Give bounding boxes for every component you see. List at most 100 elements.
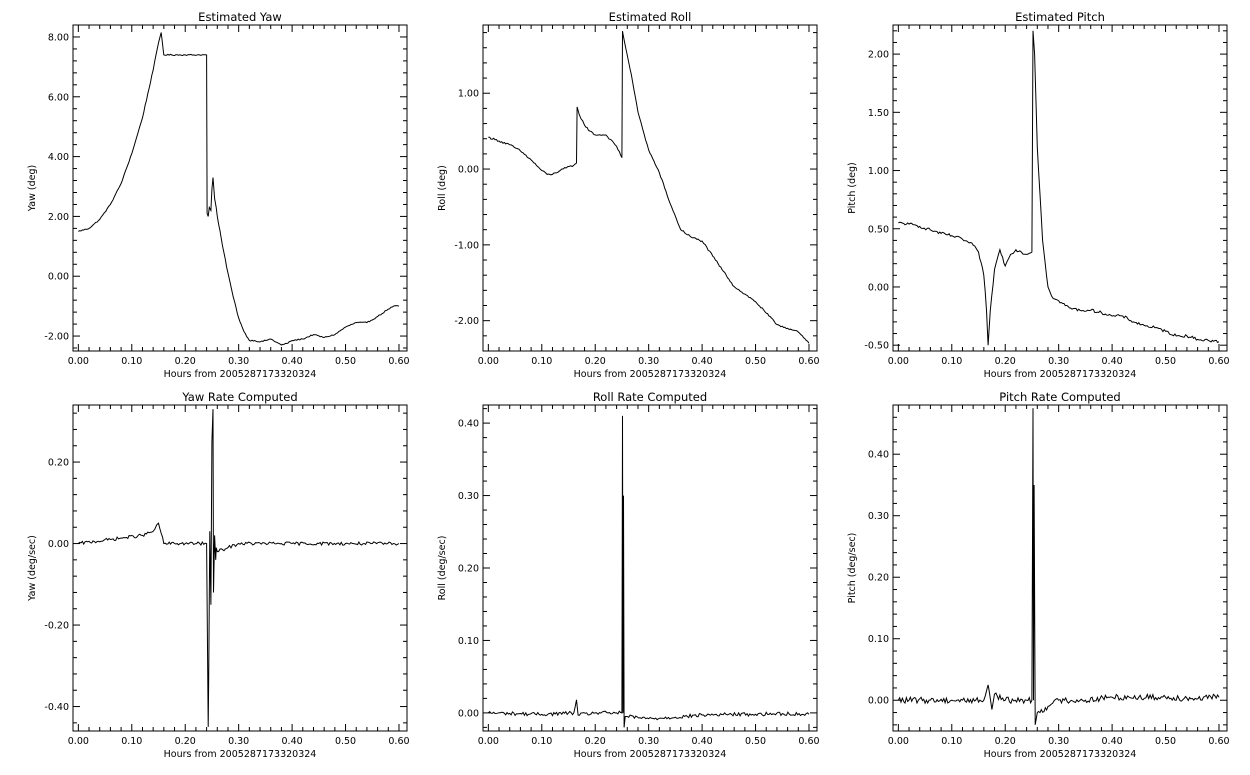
y-tick-label: 1.00 [868,166,889,177]
x-tick-label: 0.10 [531,736,552,747]
y-tick-label: 4.00 [48,152,69,163]
y-tick-label: 0.10 [868,634,889,645]
y-tick-label: 6.00 [48,92,69,103]
x-axis-label: Hours from 2005287173320324 [164,749,317,760]
x-tick-label: 0.60 [388,736,409,747]
y-tick-label: 0.30 [458,491,479,502]
y-axis-label: Yaw (deg) [27,165,38,212]
x-tick-label: 0.20 [585,736,606,747]
x-axis-label: Hours from 2005287173320324 [984,749,1137,760]
plot-frame [892,24,1228,352]
x-tick-label: 0.30 [638,736,659,747]
chart-title: Estimated Yaw [198,10,282,24]
x-tick-label: 0.50 [1155,736,1176,747]
x-tick-label: 0.60 [798,356,819,367]
y-tick-label: -1.00 [454,240,479,251]
x-tick-label: 0.60 [388,356,409,367]
series-line [77,409,400,727]
y-tick-label: 0.00 [868,282,889,293]
y-tick-label: 0.30 [868,511,889,522]
chart-3: Estimated Pitch Hours from 20052871733203… [847,10,1230,380]
x-tick-label: 0.20 [175,356,196,367]
x-axis-label: Hours from 2005287173320324 [164,369,317,380]
x-tick-label: 0.00 [68,736,89,747]
y-tick-label: 0.00 [458,708,479,719]
plot-frame [72,24,408,352]
x-tick-label: 0.30 [1048,736,1069,747]
y-tick-label: 2.00 [48,212,69,223]
series-line [78,32,400,346]
plot-frame [72,404,408,732]
y-tick-label: -2.00 [454,316,479,327]
x-tick-label: 0.30 [638,356,659,367]
plot-frame [482,404,818,732]
y-tick-label: -2.00 [44,332,69,343]
x-tick-label: 0.50 [1155,356,1176,367]
x-tick-label: 0.20 [995,356,1016,367]
x-tick-label: 0.20 [995,736,1016,747]
y-tick-label: -0.50 [864,341,889,352]
x-tick-label: 0.60 [1208,736,1229,747]
y-tick-label: 1.00 [458,89,479,100]
series-line [898,30,1220,346]
y-tick-label: 8.00 [48,32,69,43]
x-tick-label: 0.30 [1048,356,1069,367]
x-tick-label: 0.10 [531,356,552,367]
y-axis-label: Roll (deg) [437,165,448,211]
series-line [487,415,810,728]
x-tick-label: 0.20 [585,356,606,367]
chart-5: Roll Rate Computed Hours from 20052871733… [437,390,820,760]
series-line [897,408,1220,725]
x-tick-label: 0.30 [228,356,249,367]
x-tick-label: 0.40 [1102,356,1123,367]
y-tick-label: -0.20 [44,621,69,632]
x-tick-label: 0.50 [335,736,356,747]
y-tick-label: 0.10 [458,636,479,647]
y-tick-label: 0.00 [48,272,69,283]
y-tick-label: 0.00 [48,539,69,550]
x-tick-label: 0.30 [228,736,249,747]
chart-title: Roll Rate Computed [593,390,707,404]
x-tick-label: 0.00 [478,356,499,367]
y-axis-label: Pitch (deg) [847,162,858,213]
y-axis-label: Yaw (deg/sec) [27,535,38,602]
x-tick-label: 0.10 [941,736,962,747]
y-tick-label: 0.00 [458,165,479,176]
y-tick-label: -0.40 [44,702,69,713]
x-tick-label: 0.60 [1208,356,1229,367]
plot-frame [482,24,818,352]
y-tick-label: 0.20 [458,564,479,575]
y-axis-label: Roll (deg/sec) [437,536,448,601]
x-tick-label: 0.40 [282,356,303,367]
x-tick-label: 0.60 [798,736,819,747]
x-tick-label: 0.50 [745,356,766,367]
chart-title: Yaw Rate Computed [181,390,297,404]
x-tick-label: 0.40 [1102,736,1123,747]
y-tick-label: 0.00 [868,696,889,707]
x-axis-label: Hours from 2005287173320324 [574,749,727,760]
chart-title: Pitch Rate Computed [999,390,1120,404]
y-tick-label: 2.00 [868,50,889,61]
series-line [488,31,810,344]
x-tick-label: 0.00 [68,356,89,367]
chart-title: Estimated Roll [609,10,692,24]
plot-frame [892,404,1228,732]
chart-6: Pitch Rate Computed Hours from 2005287173… [847,390,1230,760]
y-axis-label: Pitch (deg/sec) [847,533,858,604]
chart-title: Estimated Pitch [1015,10,1105,24]
x-tick-label: 0.00 [888,356,909,367]
x-tick-label: 0.00 [478,736,499,747]
x-tick-label: 0.00 [888,736,909,747]
chart-1: Estimated Yaw Hours from 2005287173320324… [27,10,410,380]
y-tick-label: 0.40 [458,419,479,430]
x-tick-label: 0.10 [121,356,142,367]
y-tick-label: 0.50 [868,224,889,235]
x-axis-label: Hours from 2005287173320324 [984,369,1137,380]
x-tick-label: 0.10 [941,356,962,367]
x-tick-label: 0.40 [282,736,303,747]
x-tick-label: 0.50 [335,356,356,367]
chart-2: Estimated Roll Hours from 200528717332032… [437,10,820,380]
x-tick-label: 0.40 [692,736,713,747]
y-tick-label: 1.50 [868,108,889,119]
x-tick-label: 0.10 [121,736,142,747]
